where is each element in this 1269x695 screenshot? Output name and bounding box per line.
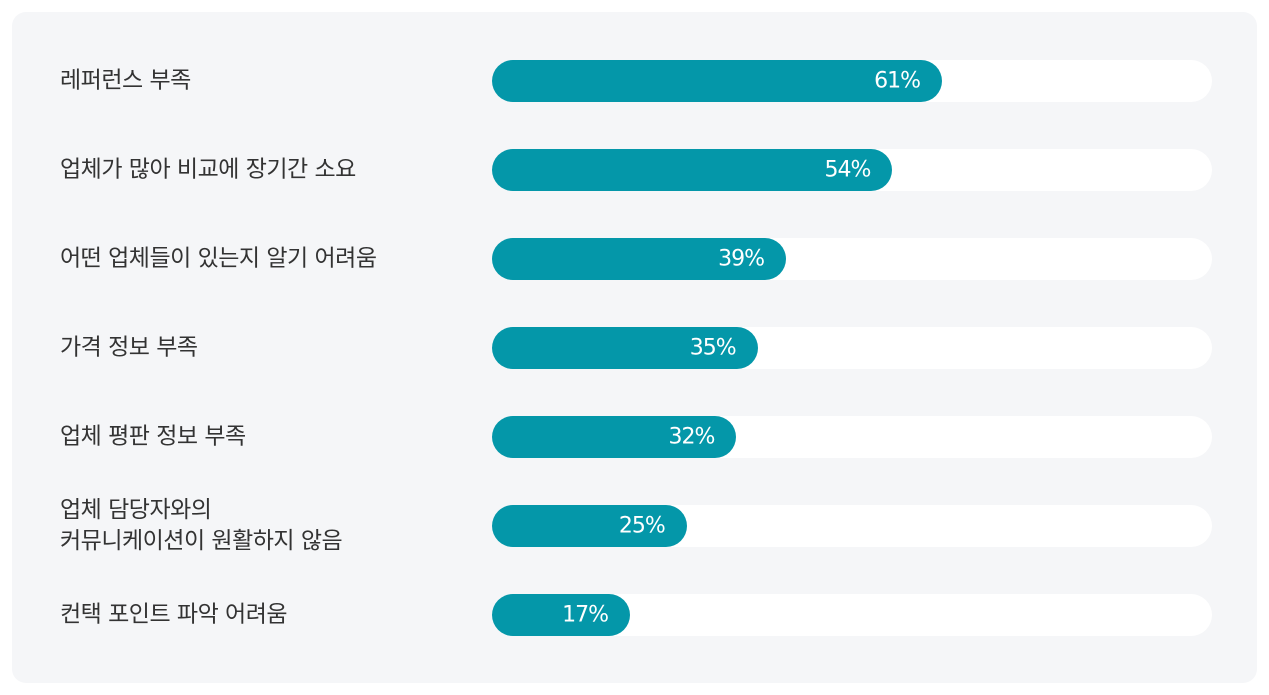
category-label: 컨택 포인트 파악 어려움	[60, 601, 288, 628]
bar-track: 61%	[492, 60, 1212, 102]
value-label: 17%	[562, 602, 609, 628]
category-label: 업체 평판 정보 부족	[60, 423, 246, 450]
bar-track: 39%	[492, 238, 1212, 280]
bar: 35%	[492, 327, 758, 369]
bar-row: 컨택 포인트 파악 어려움 17%	[12, 593, 1257, 637]
bar-row: 업체 평판 정보 부족 32%	[12, 415, 1257, 459]
bar-row: 업체가 많아 비교에 장기간 소요 54%	[12, 148, 1257, 192]
bar-track: 25%	[492, 505, 1212, 547]
value-label: 35%	[689, 335, 737, 361]
category-label: 레퍼런스 부족	[60, 67, 191, 94]
category-label: 업체가 많아 비교에 장기간 소요	[60, 156, 356, 183]
value-label: 32%	[668, 424, 715, 450]
chart-panel: 레퍼런스 부족 61% 업체가 많아 비교에 장기간 소요 54% 어떤 업체들이 있는…	[12, 12, 1257, 683]
value-label: 39%	[718, 246, 765, 272]
bar: 25%	[492, 505, 687, 547]
value-label: 61%	[874, 68, 921, 94]
bar-row: 가격 정보 부족 35%	[12, 326, 1257, 370]
bar-row: 업체 담당자와의 커뮤니케이션이 원활하지 않음 25%	[12, 497, 1257, 554]
bar-track: 54%	[492, 149, 1212, 191]
bar: 61%	[492, 60, 942, 102]
category-label: 업체 담당자와의 커뮤니케이션이 원활하지 않음	[60, 497, 343, 554]
category-label: 어떤 업체들이 있는지 알기 어려움	[60, 245, 377, 272]
bar: 39%	[492, 238, 786, 280]
bar-row: 어떤 업체들이 있는지 알기 어려움 39%	[12, 237, 1257, 281]
value-label: 54%	[824, 157, 871, 183]
bar-track: 35%	[492, 327, 1212, 369]
bar: 54%	[492, 149, 893, 191]
bar: 32%	[492, 416, 737, 458]
bar-track: 32%	[492, 416, 1212, 458]
bar-row: 레퍼런스 부족 61%	[12, 59, 1257, 103]
category-label: 가격 정보 부족	[60, 334, 198, 361]
bar-track: 17%	[492, 594, 1212, 636]
bar: 17%	[492, 594, 631, 636]
value-label: 25%	[618, 513, 666, 539]
